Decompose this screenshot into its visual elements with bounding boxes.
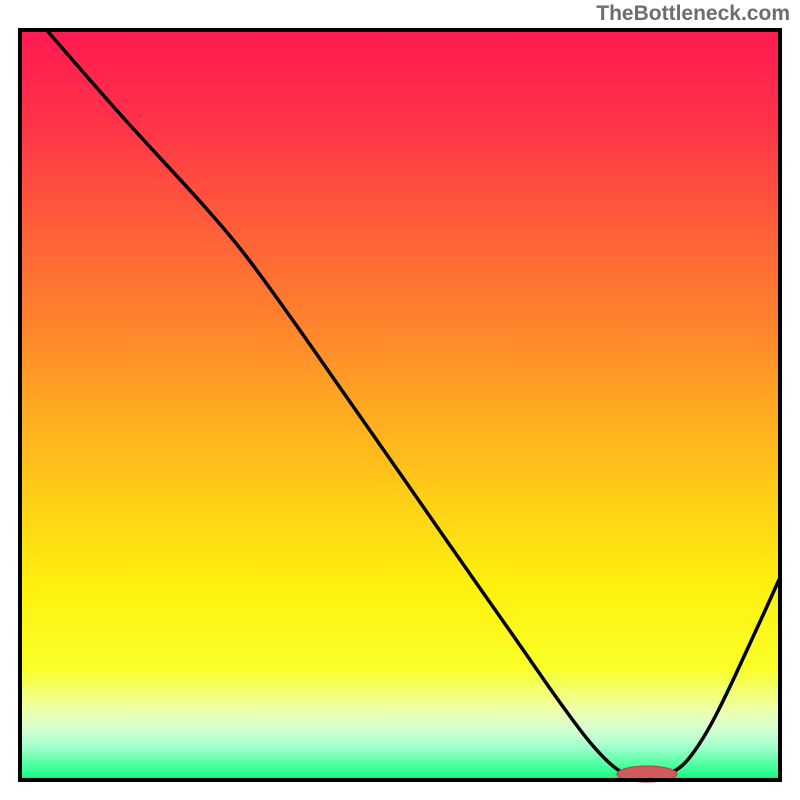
- chart-container: TheBottleneck.com: [0, 0, 800, 800]
- gradient-background: [20, 30, 780, 780]
- watermark-text: TheBottleneck.com: [596, 2, 790, 26]
- chart-svg: [0, 0, 800, 800]
